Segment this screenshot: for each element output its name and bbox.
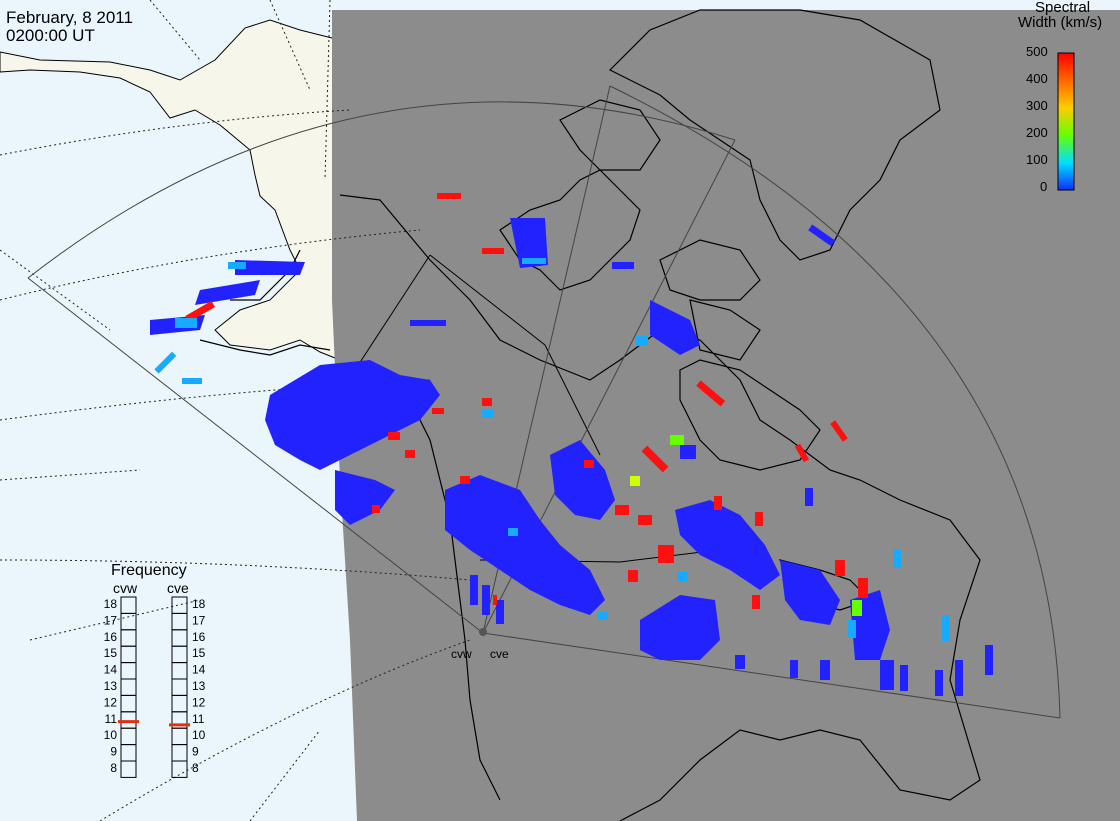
frequency-tick: 9: [110, 745, 117, 759]
frequency-tick: 13: [104, 679, 118, 693]
frequency-tick: 15: [104, 646, 118, 660]
radar-site-cve-label: cve: [490, 647, 509, 661]
echo-cells: [154, 193, 993, 696]
frequency-cell: [120, 760, 137, 778]
date-label: February, 8 2011: [6, 8, 133, 27]
radar-site-cvw-label: cvw: [451, 647, 472, 661]
time-label: 0200:00 UT: [6, 26, 95, 45]
frequency-columns: 18 17 16 15 14 13 12 11 10 9 8 18 17 16 15 14 13 12 11 10 9 8: [104, 596, 206, 778]
color-bar-ticks: 500 400 300 200 100 0: [1026, 44, 1048, 194]
frequency-tick: 8: [192, 761, 199, 775]
colorbar-tick-100: 100: [1026, 152, 1048, 167]
frequency-tick: 18: [192, 597, 206, 611]
legend-title-1: Spectral: [1035, 0, 1090, 16]
frequency-tick: 12: [192, 695, 206, 709]
colorbar-tick-200: 200: [1026, 125, 1048, 140]
frequency-tick: 9: [192, 745, 199, 759]
frequency-tick: 12: [104, 695, 118, 709]
frequency-tick: 16: [192, 630, 206, 644]
colorbar-tick-500: 500: [1026, 44, 1048, 59]
color-bar: [1057, 52, 1075, 191]
frequency-tick: 15: [192, 646, 206, 660]
frequency-title: Frequency: [111, 562, 187, 579]
frequency-tick: 14: [104, 663, 118, 677]
frequency-tick: 18: [104, 597, 118, 611]
color-legend: Spectral Width (km/s) 500 400 300 200 10…: [1018, 0, 1102, 194]
frequency-tick: 8: [110, 761, 117, 775]
frequency-tick: 11: [192, 712, 205, 726]
colorbar-tick-300: 300: [1026, 98, 1048, 113]
radar-site-cvw-marker: [479, 628, 487, 636]
frequency-tick: 13: [192, 679, 206, 693]
frequency-tick: 14: [192, 663, 206, 677]
night-shade: [332, 10, 1120, 821]
frequency-tick: 11: [105, 712, 118, 726]
legend-title-2: Width (km/s): [1018, 14, 1102, 31]
day-land: [0, 19, 341, 361]
frequency-tick: 10: [104, 728, 118, 742]
radar-sites: cvw cve: [451, 628, 509, 661]
frequency-cvw-label: cvw: [113, 580, 138, 596]
frequency-panel: Frequency cvw cve 1817161514131211109818…: [104, 562, 206, 778]
colorbar-tick-400: 400: [1026, 71, 1048, 86]
coastlines: [199, 9, 981, 821]
frequency-cell: [171, 760, 188, 778]
frequency-tick: 17: [104, 613, 118, 627]
frequency-cve-label: cve: [167, 580, 189, 596]
frequency-tick: 16: [104, 630, 118, 644]
colorbar-tick-0: 0: [1040, 179, 1047, 194]
frequency-tick: 10: [192, 728, 206, 742]
frequency-tick: 17: [192, 613, 206, 627]
